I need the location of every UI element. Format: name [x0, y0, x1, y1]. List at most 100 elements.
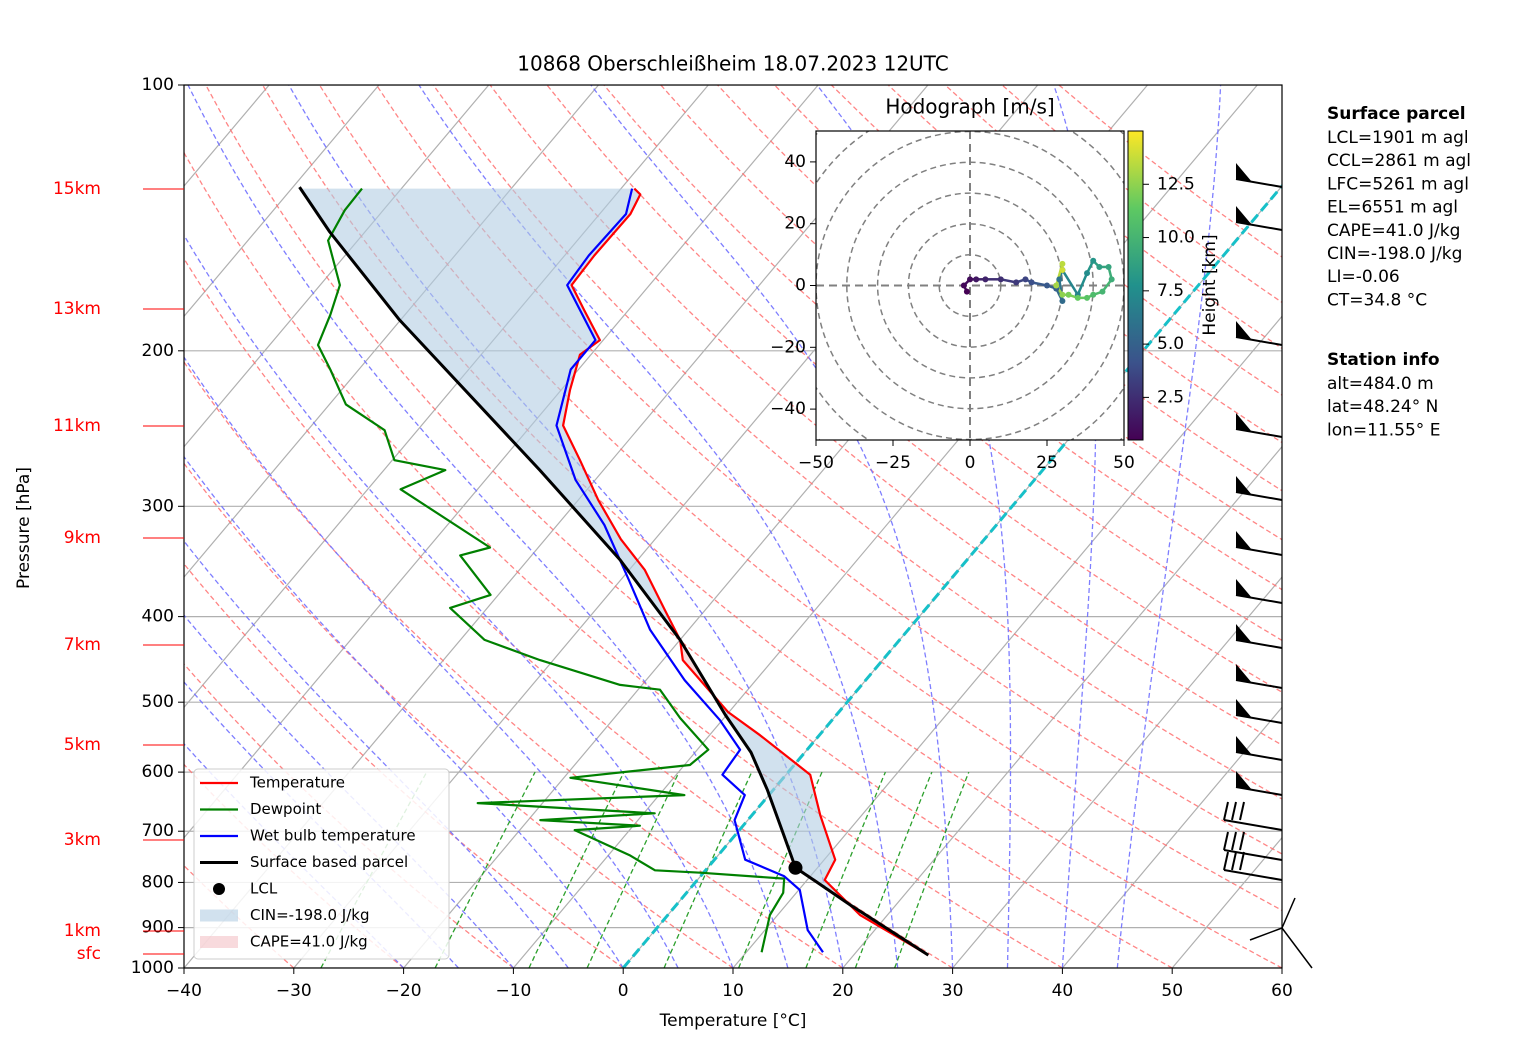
x-tick-label: −30 — [276, 981, 312, 1001]
hodograph-point — [1099, 289, 1105, 295]
legend-swatch — [213, 883, 225, 895]
hodograph-point — [1059, 267, 1065, 273]
wind-barb-pennant — [1236, 624, 1252, 643]
hodograph-point — [1059, 292, 1065, 298]
wind-barb-feather — [1240, 852, 1244, 870]
y-tick-label: 300 — [142, 496, 174, 516]
height-label: 9km — [64, 528, 101, 548]
legend-swatch — [200, 936, 238, 948]
x-tick-label: 20 — [832, 981, 854, 1001]
hodograph-point — [1075, 295, 1081, 301]
wind-barb-staff — [1250, 928, 1282, 940]
hodograph-point — [1056, 276, 1062, 282]
annotation-line: CAPE=41.0 J/kg — [1327, 221, 1460, 241]
height-label: 13km — [53, 299, 101, 319]
legend-label: CAPE=41.0 J/kg — [250, 933, 368, 951]
x-axis-label: Temperature [°C] — [659, 1011, 807, 1031]
legend-label: CIN=-198.0 J/kg — [250, 906, 370, 924]
annotation-line: LFC=5261 m agl — [1327, 174, 1469, 194]
hodograph-point — [1044, 283, 1050, 289]
x-tick-label: 60 — [1271, 981, 1293, 1001]
hodograph-point — [1066, 292, 1072, 298]
hodograph-point — [982, 276, 988, 282]
y-axis-label: Pressure [hPa] — [14, 467, 34, 589]
height-label: 11km — [53, 416, 101, 436]
mixing-ratio-line — [664, 772, 752, 968]
hodograph-point — [967, 276, 973, 282]
hodograph-point — [1090, 292, 1096, 298]
mixing-ratio-line — [895, 772, 969, 968]
lcl-marker — [788, 861, 802, 875]
hodograph-point — [973, 276, 979, 282]
y-tick-label: 1000 — [131, 958, 174, 978]
wind-barb-pennant — [1236, 531, 1252, 550]
wind-barb-feather — [1240, 802, 1244, 820]
legend-label: LCL — [250, 880, 278, 898]
annotation-line: EL=6551 m agl — [1327, 198, 1458, 218]
wind-barb-feather — [1224, 852, 1228, 870]
wind-barb-feather — [1232, 852, 1236, 870]
annotation-line: LCL=1901 m agl — [1327, 128, 1469, 148]
x-tick-label: 0 — [965, 453, 976, 473]
hodograph-point — [1013, 279, 1019, 285]
wind-barb-staff — [1224, 820, 1282, 830]
legend-swatch — [200, 910, 238, 922]
wind-barb-pennant — [1236, 163, 1252, 182]
wind-barb-pennant — [1236, 413, 1252, 432]
x-tick-label: −10 — [495, 981, 531, 1001]
hodograph-point — [1096, 264, 1102, 270]
x-tick-label: −20 — [386, 981, 422, 1001]
x-tick-label: −40 — [166, 981, 202, 1001]
wind-barb-feather — [1240, 832, 1244, 850]
hodograph-point — [1084, 270, 1090, 276]
wind-barb-feather — [1224, 832, 1228, 850]
hodograph-point — [1084, 295, 1090, 301]
series-line — [557, 189, 824, 953]
y-tick-label: 40 — [784, 152, 806, 172]
hodograph-title: Hodograph [m/s] — [885, 95, 1054, 119]
y-tick-label: 100 — [142, 75, 174, 95]
annotation-line: alt=484.0 m — [1327, 374, 1434, 394]
hodograph-point — [1109, 276, 1115, 282]
y-tick-label: −40 — [770, 399, 806, 419]
colorbar-tick-label: 7.5 — [1157, 281, 1184, 301]
colorbar-tick-label: 2.5 — [1157, 387, 1184, 407]
annotation-line: lon=11.55° E — [1327, 420, 1440, 440]
hodograph-point — [1022, 276, 1028, 282]
wind-barb-pennant — [1236, 206, 1252, 225]
hodograph-point — [1106, 264, 1112, 270]
legend-label: Surface based parcel — [250, 853, 408, 871]
colorbar-tick-label: 12.5 — [1157, 174, 1195, 194]
y-tick-label: 900 — [142, 918, 174, 938]
y-tick-label: 200 — [142, 341, 174, 361]
y-tick-label: 400 — [142, 607, 174, 627]
x-tick-label: 0 — [618, 981, 629, 1001]
x-tick-label: 50 — [1161, 981, 1183, 1001]
height-label: 5km — [64, 735, 101, 755]
hodograph-point — [1059, 261, 1065, 267]
hodograph-point — [1090, 258, 1096, 264]
colorbar — [1128, 131, 1143, 440]
wind-barb-feather — [1232, 832, 1236, 850]
hodograph-point — [1029, 279, 1035, 285]
wind-barb-staff — [1224, 850, 1282, 860]
wind-barb-pennant — [1236, 579, 1252, 598]
x-tick-label: 25 — [1036, 453, 1058, 473]
wind-barb-feather — [1232, 802, 1236, 820]
height-label: 7km — [64, 635, 101, 655]
wind-barb-pennant — [1236, 321, 1252, 340]
y-tick-label: −20 — [770, 337, 806, 357]
colorbar-tick-label: 10.0 — [1157, 228, 1195, 248]
annotation-line: LI=-0.06 — [1327, 267, 1400, 287]
x-tick-label: −25 — [875, 453, 911, 473]
chart-title: 10868 Oberschleißheim 18.07.2023 12UTC — [517, 52, 948, 76]
annotation-line: CIN=-198.0 J/kg — [1327, 244, 1462, 264]
annotation-line: CT=34.8 °C — [1327, 290, 1427, 310]
wind-barb-staff — [1282, 928, 1312, 968]
x-tick-label: 50 — [1113, 453, 1135, 473]
legend-label: Temperature — [249, 774, 345, 792]
y-tick-label: 800 — [142, 872, 174, 892]
height-label: 3km — [64, 830, 101, 850]
legend-label: Dewpoint — [250, 800, 321, 818]
